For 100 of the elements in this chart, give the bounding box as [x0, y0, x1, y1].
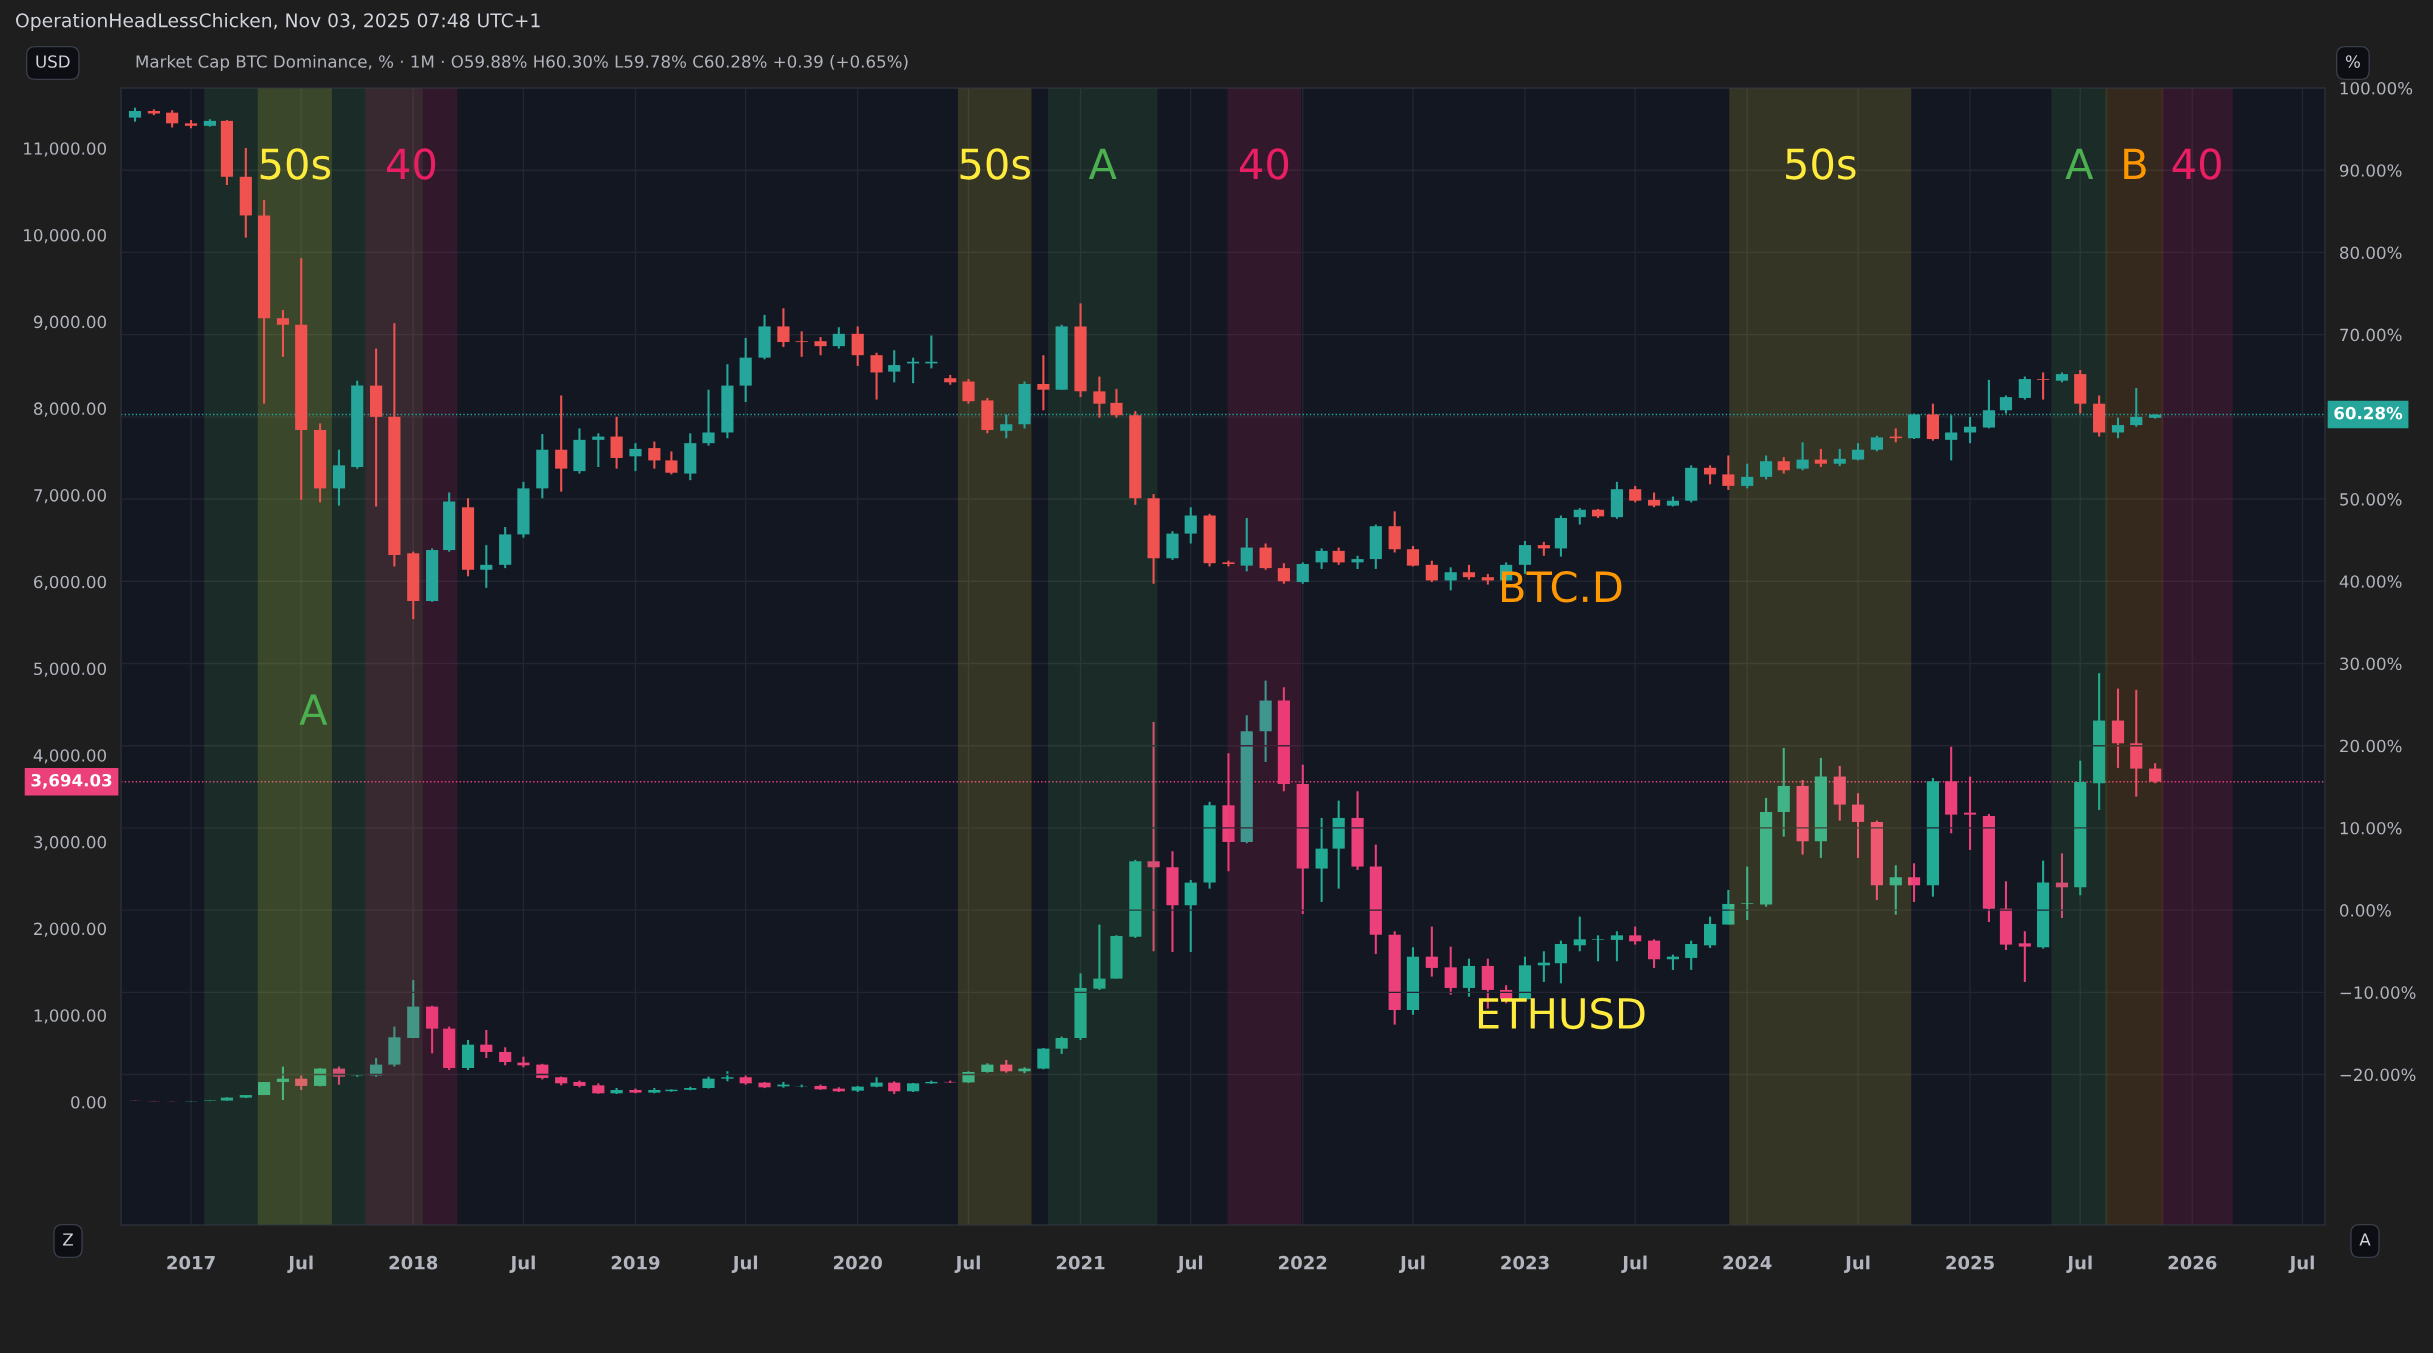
candlestick — [1760, 454, 1773, 481]
chart-subtitle: Market Cap BTC Dominance, % · 1M · O59.88% H60.30% L59.78% C60.28% +0.39 (+0.65%) — [136, 54, 908, 72]
candlestick — [2018, 375, 2031, 401]
candlestick — [2111, 687, 2125, 769]
band-label: 50s — [960, 148, 1031, 180]
candlestick — [480, 544, 493, 589]
candlestick — [1610, 930, 1624, 963]
y-tick-label: 7,000.00 — [34, 489, 106, 504]
band-label: 50s — [260, 148, 331, 180]
candlestick — [1184, 878, 1197, 954]
candlestick — [888, 349, 901, 384]
x-tick-label: 2022 — [1279, 1255, 1327, 1270]
candlestick — [814, 336, 827, 357]
candlestick — [1703, 464, 1717, 486]
candlestick — [1315, 816, 1328, 903]
candlestick — [332, 448, 346, 507]
candlestick — [370, 1056, 383, 1078]
y2-tick-label: 40.00% — [2339, 575, 2402, 588]
candlestick — [1722, 888, 1735, 926]
y-tick-label: 1,000.00 — [34, 1009, 106, 1024]
candlestick — [1741, 865, 1754, 921]
y2-tick-label: 50.00% — [2340, 493, 2402, 506]
candlestick — [1851, 792, 1865, 859]
y-tick-label: 4,000.00 — [33, 749, 106, 764]
candlestick — [1703, 915, 1717, 950]
text: Z — [63, 1233, 73, 1246]
text: % — [2345, 55, 2360, 68]
y-tick-label: 3,000.00 — [34, 835, 106, 851]
y-tick-label: 8,000.00 — [34, 402, 106, 417]
y-tick-label: 10,000.00 — [24, 228, 106, 244]
candlestick — [1259, 542, 1272, 571]
candlestick — [1425, 925, 1438, 978]
y-tick-label: 2,000.00 — [34, 922, 106, 937]
candlestick — [1741, 462, 1754, 490]
candlestick — [1629, 925, 1642, 946]
y-tick-label: 6,000.00 — [34, 575, 106, 591]
candlestick — [1907, 862, 1921, 903]
y2-tick-label: 10.00% — [2340, 821, 2402, 835]
x-tick-label: Jul — [1176, 1255, 1203, 1273]
y-tick-label: 0.00 — [71, 1095, 106, 1109]
band-label: 40 — [2172, 148, 2221, 180]
band-label: A — [299, 694, 328, 725]
y2-tick-label: 100.00% — [2340, 81, 2413, 95]
candlestick — [276, 1065, 290, 1102]
candlestick — [1796, 441, 1809, 472]
x-tick-label: 2020 — [834, 1255, 882, 1270]
x-tick-label: 2019 — [611, 1255, 660, 1270]
y2-tick-label: 0.00% — [2339, 904, 2391, 917]
candlestick — [1722, 454, 1735, 492]
candlestick — [870, 351, 883, 401]
candlestick — [461, 1038, 475, 1072]
y-tick-label: 9,000.00 — [33, 315, 106, 330]
y2-tick-label: 80.00% — [2340, 246, 2402, 259]
x-tick-label: Jul — [509, 1255, 535, 1273]
candlestick — [1889, 864, 1902, 916]
candlestick — [1388, 510, 1401, 554]
candlestick — [1037, 354, 1050, 412]
candlestick — [499, 1046, 512, 1067]
candlestick — [1685, 939, 1698, 971]
x-tick-label: Jul — [287, 1255, 313, 1273]
y2-tick-label: 20.00% — [2340, 739, 2402, 753]
candlestick — [2018, 930, 2031, 984]
band-label: 50s — [1786, 148, 1856, 180]
candlestick — [276, 308, 290, 358]
candlestick — [1444, 566, 1457, 592]
candlestick — [1277, 562, 1290, 585]
candlestick — [851, 325, 864, 367]
candlestick — [1093, 923, 1106, 991]
candlestick — [962, 377, 975, 405]
candlestick — [426, 1004, 439, 1055]
candlestick — [1093, 375, 1106, 419]
candlestick — [2149, 762, 2162, 785]
band-label: A — [2065, 148, 2094, 180]
candlestick — [1425, 559, 1438, 584]
x-tick-label: Jul — [2066, 1255, 2092, 1273]
candlestick — [665, 450, 678, 476]
text: A — [2359, 1233, 2371, 1246]
band-label: A — [1088, 148, 1117, 180]
x-tick-label: 2018 — [389, 1255, 438, 1270]
x-tick-label: 2026 — [2168, 1255, 2217, 1270]
y2-tick-label: −10.00% — [2340, 986, 2416, 999]
candlestick — [1554, 939, 1567, 985]
ref-line-label: 60.28% — [2334, 406, 2403, 420]
y2-tick-label: 30.00% — [2340, 657, 2402, 671]
x-tick-label: Jul — [2288, 1255, 2314, 1273]
text: USD — [36, 55, 70, 68]
x-tick-label: Jul — [1621, 1255, 1647, 1273]
x-tick-label: Jul — [1399, 1255, 1425, 1273]
candlestick — [1814, 447, 1827, 469]
candlestick — [1296, 561, 1309, 585]
series-label: BTC.D — [1501, 570, 1622, 603]
candlestick — [1110, 387, 1123, 419]
candlestick — [795, 330, 808, 358]
band-label: 40 — [1239, 148, 1289, 180]
x-tick-label: 2024 — [1723, 1255, 1772, 1270]
band-label: 40 — [386, 148, 436, 180]
candlestick — [2037, 371, 2050, 401]
band-label: B — [2124, 148, 2146, 180]
candlestick — [480, 1028, 493, 1059]
candlestick — [777, 307, 790, 349]
